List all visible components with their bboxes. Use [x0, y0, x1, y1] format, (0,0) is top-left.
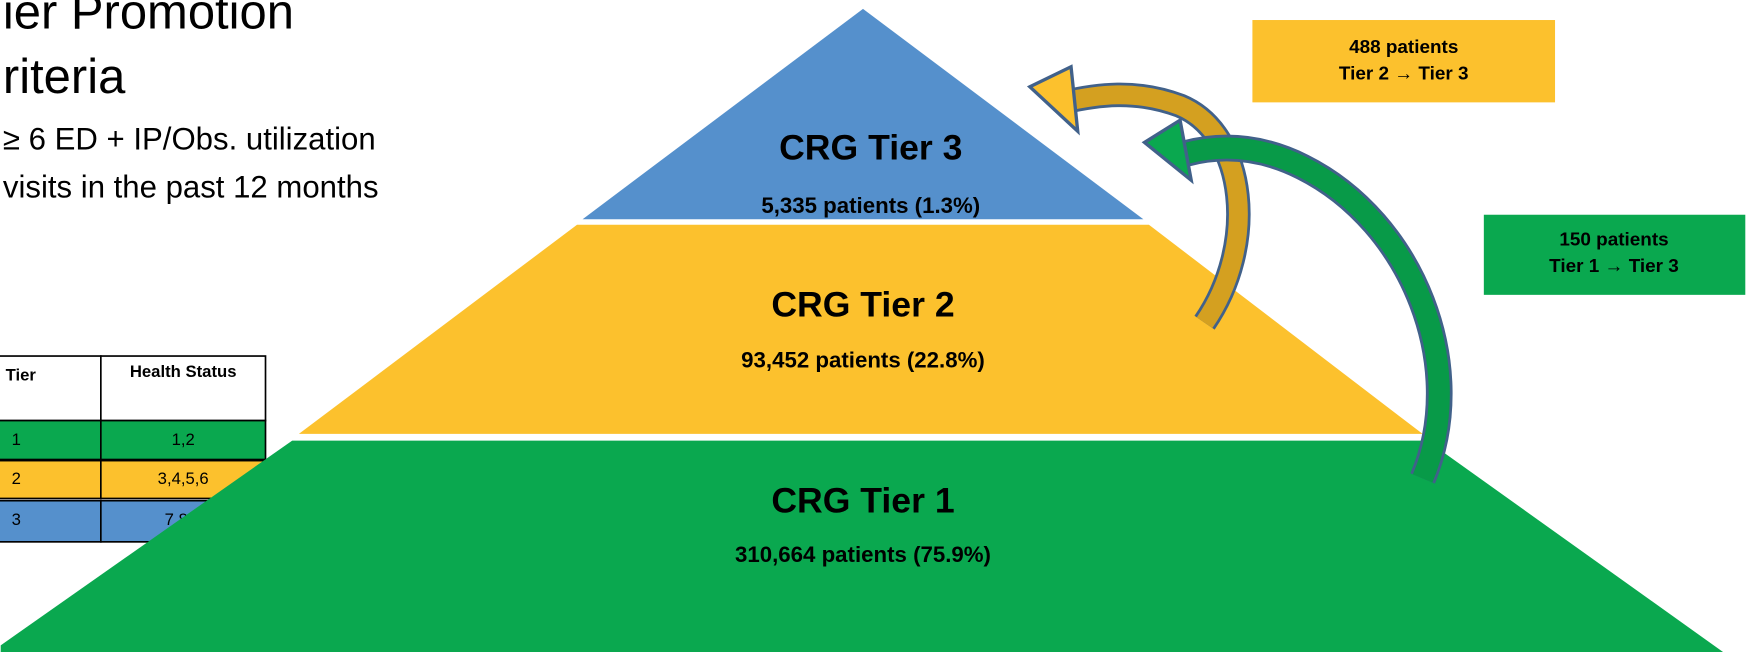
transition-box [1252, 20, 1556, 103]
criteria-line: ≥ 6 ED + IP/Obs. utilization [3, 122, 376, 157]
tier-2-segment [298, 224, 1423, 434]
table-cell [0, 419, 102, 461]
title-line: riteria [3, 50, 126, 104]
transition-count: 488 patients [1349, 37, 1458, 58]
table-cell-text: 3,4,5,6 [158, 469, 209, 488]
table-header: Tier [6, 365, 37, 384]
tier-label: CRG Tier 2 [771, 284, 954, 324]
tier-label: CRG Tier 1 [771, 480, 954, 520]
tier-count: 93,452 patients (22.8%) [741, 347, 985, 372]
criteria-line: visits in the past 12 months [3, 169, 379, 204]
arrow-tier1-to-tier3 [1141, 117, 1453, 484]
table-cell-text: 1 [12, 430, 21, 449]
transition-move: Tier 1 → Tier 3 [1549, 256, 1679, 277]
transition-move: Tier 2 → Tier 3 [1339, 64, 1469, 85]
table-cell [0, 499, 102, 543]
tier-label: CRG Tier 3 [779, 128, 962, 168]
table-header-box: Health Status [129, 362, 237, 382]
table-cell-text: 2 [12, 469, 21, 488]
table-cell [0, 459, 102, 500]
arrow-tier2-to-tier3 [1026, 64, 1251, 330]
tier-count: 5,335 patients (1.3%) [761, 193, 980, 218]
table-cell-text: 1,2 [172, 430, 195, 449]
tier-count: 310,664 patients (75.9%) [735, 542, 991, 567]
tier-3-segment [582, 8, 1144, 220]
table-header: Health Status [129, 362, 237, 382]
tier-1-segment [0, 440, 1724, 652]
table-cell-text: 3 [12, 510, 21, 529]
table-cell [100, 355, 267, 422]
title-line: ier Promotion [3, 0, 294, 40]
transition-box [1483, 214, 1746, 295]
table-cell [100, 419, 267, 461]
transition-count: 150 patients [1559, 229, 1668, 250]
